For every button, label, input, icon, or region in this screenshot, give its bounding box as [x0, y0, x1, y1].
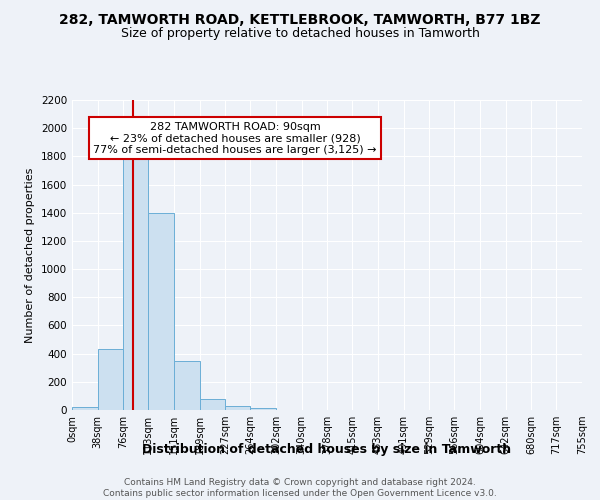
Bar [250, 408, 276, 410]
Text: 282 TAMWORTH ROAD: 90sqm
← 23% of detached houses are smaller (928)
77% of semi-: 282 TAMWORTH ROAD: 90sqm ← 23% of detach… [94, 122, 377, 155]
Bar [72, 407, 98, 410]
Bar [174, 360, 200, 410]
Y-axis label: Number of detached properties: Number of detached properties [25, 168, 35, 342]
Text: Size of property relative to detached houses in Tamworth: Size of property relative to detached ho… [121, 28, 479, 40]
Bar [200, 400, 226, 410]
Bar [226, 406, 250, 410]
Bar [148, 212, 174, 410]
Text: Distribution of detached houses by size in Tamworth: Distribution of detached houses by size … [142, 442, 512, 456]
Bar [124, 156, 148, 410]
Text: Contains HM Land Registry data © Crown copyright and database right 2024.
Contai: Contains HM Land Registry data © Crown c… [103, 478, 497, 498]
Text: 282, TAMWORTH ROAD, KETTLEBROOK, TAMWORTH, B77 1BZ: 282, TAMWORTH ROAD, KETTLEBROOK, TAMWORT… [59, 12, 541, 26]
Bar [98, 350, 124, 410]
